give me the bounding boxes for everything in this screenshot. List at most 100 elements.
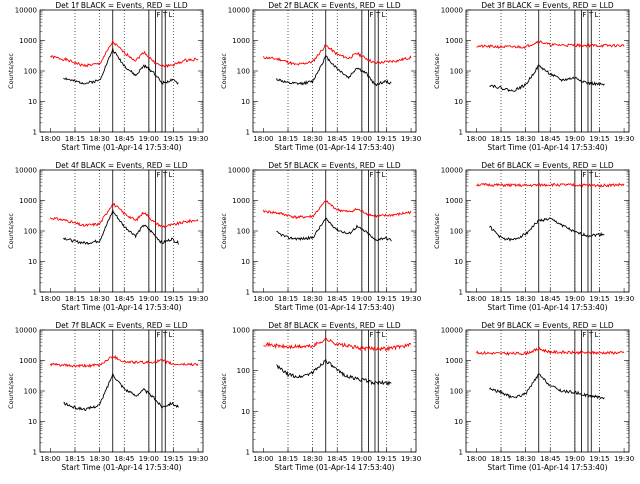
y-tick-label: 10000 bbox=[228, 7, 250, 15]
flag-letter: L bbox=[169, 331, 173, 339]
y-axis-label: Counts/sec bbox=[7, 373, 15, 409]
plot-frame bbox=[465, 169, 630, 293]
y-tick-label: 1 bbox=[459, 129, 463, 137]
y-tick-label: 10 bbox=[454, 418, 463, 426]
flag-letter: L bbox=[382, 11, 386, 19]
x-tick-label: 19:30 bbox=[188, 455, 208, 463]
x-axis-label: Start Time (01-Apr-14 17:53:40) bbox=[274, 143, 394, 152]
y-tick-label: 100 bbox=[24, 388, 37, 396]
y-tick-label: 1000 bbox=[232, 197, 250, 205]
x-tick-label: 19:15 bbox=[163, 135, 183, 143]
y-axis-label: Counts/sec bbox=[220, 373, 228, 409]
chart-title: Det 2f BLACK = Events, RED = LLD bbox=[268, 1, 401, 10]
x-tick-label: 18:15 bbox=[65, 295, 85, 303]
chart-svg: Det 7f BLACK = Events, RED = LLD 1 10 100 10… bbox=[7, 321, 208, 472]
series-line-black bbox=[489, 373, 605, 400]
y-axis-label: Counts/sec bbox=[220, 53, 228, 89]
series-line-black bbox=[63, 372, 179, 412]
plot-frame bbox=[252, 329, 417, 453]
x-tick-label: 18:15 bbox=[278, 135, 298, 143]
chart-title: Det 1f BLACK = Events, RED = LLD bbox=[55, 1, 188, 10]
x-tick-label: 18:00 bbox=[253, 135, 273, 143]
y-tick-label: 10 bbox=[454, 258, 463, 266]
x-tick-label: 19:30 bbox=[188, 135, 208, 143]
x-tick-label: 18:30 bbox=[90, 455, 110, 463]
series-line-black bbox=[489, 217, 605, 242]
flag-letter: F bbox=[582, 11, 586, 19]
y-axis-label: Counts/sec bbox=[7, 213, 15, 249]
flag-letter: F bbox=[369, 11, 373, 19]
x-tick-label: 18:00 bbox=[466, 295, 486, 303]
flag-letter: F bbox=[369, 331, 373, 339]
series-line-red bbox=[262, 200, 412, 220]
y-tick-label: 10 bbox=[28, 418, 37, 426]
detector-panel-3: Det 3f BLACK = Events, RED = LLD 1 10 100 10… bbox=[426, 0, 639, 164]
x-tick-label: 19:15 bbox=[589, 135, 609, 143]
series-line-black bbox=[63, 208, 179, 245]
detector-panel-4: Det 4f BLACK = Events, RED = LLD 1 10 100 10… bbox=[0, 160, 213, 324]
y-tick-label: 10000 bbox=[15, 7, 37, 15]
x-axis-label: Start Time (01-Apr-14 17:53:40) bbox=[487, 463, 607, 472]
y-tick-label: 1 bbox=[33, 129, 37, 137]
x-tick-label: 19:30 bbox=[614, 295, 634, 303]
plot-frame bbox=[39, 9, 204, 133]
y-tick-label: 10000 bbox=[15, 167, 37, 175]
y-tick-label: 1 bbox=[246, 449, 250, 457]
chart-title: Det 4f BLACK = Events, RED = LLD bbox=[55, 161, 188, 170]
y-tick-label: 1 bbox=[459, 449, 463, 457]
y-tick-label: 1000 bbox=[445, 197, 463, 205]
flag-letter: L bbox=[382, 171, 386, 179]
x-tick-label: 18:45 bbox=[540, 455, 560, 463]
flag-letter: T bbox=[162, 11, 168, 19]
y-tick-label: 1 bbox=[246, 289, 250, 297]
detector-panel-7: Det 7f BLACK = Events, RED = LLD 1 10 100 10… bbox=[0, 320, 213, 484]
flag-letter: T bbox=[588, 171, 594, 179]
x-tick-label: 18:45 bbox=[327, 295, 347, 303]
x-tick-label: 18:15 bbox=[65, 455, 85, 463]
y-axis-label: Counts/sec bbox=[7, 53, 15, 89]
detector-panel-6: Det 6f BLACK = Events, RED = LLD 1 10 100 10… bbox=[426, 160, 639, 324]
y-axis-label: Counts/sec bbox=[433, 373, 441, 409]
x-tick-label: 19:00 bbox=[565, 135, 585, 143]
x-tick-label: 19:30 bbox=[401, 135, 421, 143]
flag-letter: T bbox=[375, 171, 381, 179]
y-tick-label: 10000 bbox=[441, 167, 463, 175]
y-tick-label: 100 bbox=[450, 388, 463, 396]
x-tick-label: 18:45 bbox=[327, 455, 347, 463]
x-tick-label: 19:15 bbox=[376, 295, 396, 303]
detector-panel-1: Det 1f BLACK = Events, RED = LLD 1 10 100 10… bbox=[0, 0, 213, 164]
detector-panel-8: Det 8f BLACK = Events, RED = LLD 1 10 100 10… bbox=[213, 320, 426, 484]
x-tick-label: 18:45 bbox=[327, 135, 347, 143]
series-line-red bbox=[50, 39, 199, 69]
x-tick-label: 19:00 bbox=[352, 295, 372, 303]
x-axis-label: Start Time (01-Apr-14 17:53:40) bbox=[487, 303, 607, 312]
detector-panel-9: Det 9f BLACK = Events, RED = LLD 1 10 100 10… bbox=[426, 320, 639, 484]
series-line-black bbox=[63, 47, 179, 85]
y-axis-label: Counts/sec bbox=[220, 213, 228, 249]
x-tick-label: 19:00 bbox=[352, 135, 372, 143]
series-line-red bbox=[476, 182, 625, 188]
x-tick-label: 19:00 bbox=[139, 295, 159, 303]
flag-letter: L bbox=[169, 171, 173, 179]
chart-svg: Det 5f BLACK = Events, RED = LLD 1 10 100 10… bbox=[220, 161, 421, 312]
plot-frame bbox=[465, 329, 630, 453]
chart-svg: Det 8f BLACK = Events, RED = LLD 1 10 100 10… bbox=[220, 321, 421, 472]
x-tick-label: 19:15 bbox=[376, 455, 396, 463]
x-tick-label: 18:30 bbox=[303, 455, 323, 463]
series-line-red bbox=[49, 354, 199, 369]
x-tick-label: 18:30 bbox=[90, 295, 110, 303]
series-line-red bbox=[262, 44, 412, 66]
x-tick-label: 18:00 bbox=[40, 295, 60, 303]
x-tick-label: 18:15 bbox=[278, 455, 298, 463]
chart-svg: Det 1f BLACK = Events, RED = LLD 1 10 100 10… bbox=[7, 1, 208, 152]
chart-svg: Det 4f BLACK = Events, RED = LLD 1 10 100 10… bbox=[7, 161, 208, 312]
plot-frame bbox=[252, 169, 417, 293]
y-tick-label: 1000 bbox=[232, 37, 250, 45]
x-tick-label: 18:00 bbox=[253, 295, 273, 303]
y-tick-label: 10 bbox=[454, 98, 463, 106]
x-tick-label: 19:30 bbox=[401, 455, 421, 463]
y-tick-label: 100 bbox=[450, 228, 463, 236]
x-tick-label: 18:00 bbox=[253, 455, 273, 463]
flag-letter: T bbox=[375, 11, 381, 19]
detector-panel-2: Det 2f BLACK = Events, RED = LLD 1 10 100 10… bbox=[213, 0, 426, 164]
